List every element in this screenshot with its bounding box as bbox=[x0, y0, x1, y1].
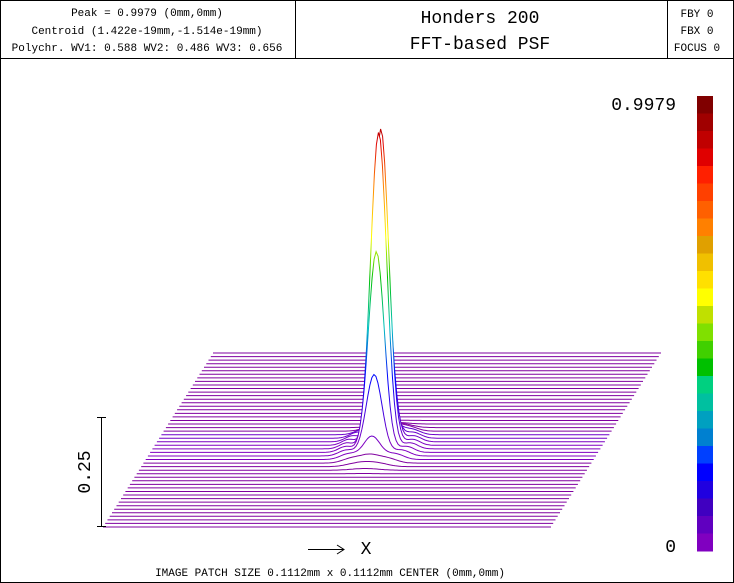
setting: FBX 0 bbox=[680, 26, 713, 38]
subtitle: FFT-based PSF bbox=[410, 35, 550, 55]
setting: FBY 0 bbox=[680, 9, 713, 21]
surface-line bbox=[143, 453, 592, 464]
axis-label: X bbox=[361, 540, 372, 560]
colorbar-band bbox=[697, 148, 713, 167]
colorbar-band bbox=[697, 498, 713, 517]
surface-line bbox=[141, 461, 590, 468]
colorbar-band bbox=[697, 533, 713, 552]
surface-mask bbox=[145, 436, 594, 461]
colorbar-band bbox=[697, 428, 713, 447]
colorbar-band bbox=[697, 306, 713, 324]
colorbar-min: 0 bbox=[665, 538, 676, 558]
surface-line bbox=[152, 132, 601, 450]
surface-line bbox=[147, 373, 596, 457]
colorbar-band bbox=[697, 411, 713, 429]
info-line: Peak = 0.9979 (0mm,0mm) bbox=[71, 8, 223, 20]
surface-mask bbox=[143, 454, 592, 465]
colorbar-band bbox=[697, 376, 713, 394]
colorbar-band bbox=[697, 253, 713, 272]
colorbar-band bbox=[697, 323, 713, 342]
info-line: Centroid (1.422e-19mm,-1.514e-19mm) bbox=[31, 26, 262, 38]
colorbar bbox=[697, 96, 713, 552]
colorbar-band bbox=[697, 131, 713, 149]
surface-mask bbox=[147, 374, 596, 457]
colorbar-band bbox=[697, 96, 713, 114]
footer: IMAGE PATCH SIZE 0.1112mm x 0.1112mm CEN… bbox=[155, 568, 505, 580]
colorbar-band bbox=[697, 183, 713, 202]
colorbar-band bbox=[697, 358, 713, 377]
colorbar-band bbox=[697, 113, 713, 132]
colorbar-band bbox=[697, 393, 713, 412]
colorbar-band bbox=[697, 516, 713, 534]
surface-line bbox=[145, 435, 594, 460]
colorbar-band bbox=[697, 166, 713, 184]
colorbar-band bbox=[697, 288, 713, 307]
surface-line bbox=[138, 468, 587, 471]
surface-line bbox=[150, 250, 599, 453]
axis-arrow bbox=[308, 544, 345, 555]
colorbar-band bbox=[697, 481, 713, 499]
psf-surface bbox=[103, 128, 661, 528]
scale-bar bbox=[97, 417, 106, 527]
title: Honders 200 bbox=[421, 9, 540, 29]
colorbar-band bbox=[697, 463, 713, 482]
scale-label: 0.25 bbox=[76, 450, 96, 493]
surface-mask bbox=[150, 251, 599, 454]
colorbar-max: 0.9979 bbox=[611, 96, 676, 116]
colorbar-band bbox=[697, 446, 713, 464]
colorbar-band bbox=[697, 271, 713, 289]
colorbar-band bbox=[697, 341, 713, 359]
colorbar-band bbox=[697, 236, 713, 254]
colorbar-band bbox=[697, 218, 713, 237]
info-line: Polychr. WV1: 0.588 WV2: 0.486 WV3: 0.65… bbox=[12, 43, 283, 55]
colorbar-band bbox=[697, 201, 713, 219]
setting: FOCUS 0 bbox=[674, 43, 720, 55]
surface-mask bbox=[141, 461, 590, 468]
